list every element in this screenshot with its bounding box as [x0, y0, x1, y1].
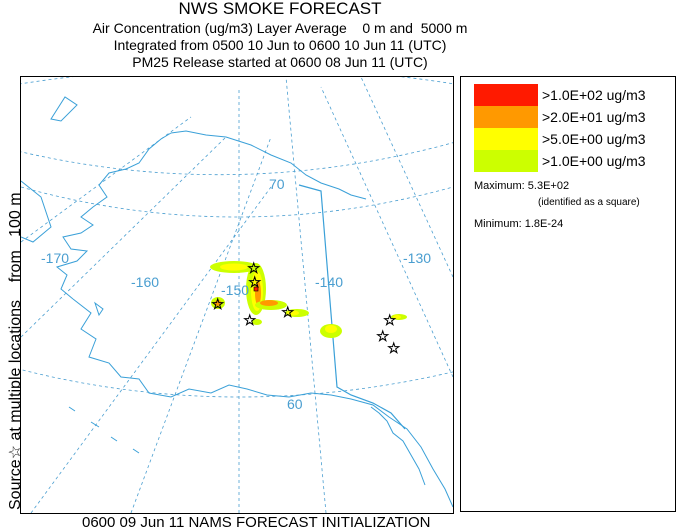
smoke-plumes [210, 261, 407, 338]
source-star: ☆ [281, 303, 294, 321]
initialization-footer: 0600 09 Jun 11 NAMS FORECAST INITIALIZAT… [82, 514, 431, 531]
panhandle-islands [370, 406, 426, 486]
source-star: ☆ [383, 311, 396, 329]
source-star: ☆ [387, 339, 400, 357]
lon-label-130: -130 [403, 250, 431, 266]
concentration-subtitle: Air Concentration (ug/m3) Layer Average … [92, 20, 468, 36]
lat-70-line [21, 142, 453, 176]
legend-label: >1.0E+02 ug/m3 [542, 87, 646, 103]
release-start: PM25 Release started at 0600 08 Jun 11 (… [132, 54, 428, 70]
alaska-canada-border [298, 184, 406, 430]
map-canvas: ☆ ☆ ☆ ☆ ☆ ☆ ☆ ☆ -170 -160 -150 -140 -130… [21, 77, 453, 513]
forecast-title: NWS SMOKE FORECAST [178, 0, 382, 18]
plume-east-core [325, 325, 337, 333]
source-markers: ☆ ☆ ☆ ☆ ☆ ☆ ☆ ☆ [211, 259, 401, 358]
plume-north-core [220, 263, 248, 271]
meridian-160 [130, 136, 272, 513]
st-lawrence-island [94, 301, 104, 317]
legend-swatch [474, 128, 538, 150]
legend-minimum: Minimum: 1.8E-24 [474, 218, 564, 230]
legend-maximum: Maximum: 5.3E+02 [474, 180, 570, 192]
lat-label-60: 60 [287, 396, 303, 412]
legend-swatch [474, 150, 538, 172]
source-star: ☆ [376, 327, 389, 345]
source-star: ☆ [211, 295, 224, 313]
lon-label-140: -140 [315, 274, 343, 290]
legend-item: >2.0E+01 ug/m3 [474, 106, 674, 128]
legend-label: >1.0E+00 ug/m3 [542, 153, 646, 169]
source-star: ☆ [243, 311, 256, 329]
chukotka-coast [21, 180, 52, 243]
plume-south [252, 319, 262, 325]
source-star: ☆ [248, 273, 261, 291]
legend-label: >2.0E+01 ug/m3 [542, 109, 646, 125]
lat-67-line [21, 186, 453, 218]
meridian-145 [285, 77, 327, 513]
lat-60-line [21, 369, 453, 398]
integration-period: Integrated from 0500 10 Jun to 0600 10 J… [113, 37, 447, 53]
plume-west-core [214, 300, 222, 306]
concentration-legend: >1.0E+02 ug/m3 >2.0E+01 ug/m3 >5.0E+00 u… [460, 76, 676, 512]
lon-label-160: -160 [131, 274, 159, 290]
legend-swatch [474, 106, 538, 128]
legend-max-note: (identified as a square) [538, 197, 640, 208]
meridian-165 [30, 186, 272, 513]
legend-item: >1.0E+02 ug/m3 [474, 84, 674, 106]
legend-item: >1.0E+00 ug/m3 [474, 150, 674, 172]
lat-75-line [21, 77, 453, 85]
aleutian-islands [68, 406, 140, 454]
legend-swatch [474, 84, 538, 106]
lon-label-150: -150 [221, 282, 249, 298]
meridian-135 [360, 77, 453, 278]
plume-southeast-core [260, 300, 278, 306]
meridian-140 [320, 86, 453, 378]
source-star: ☆ [247, 259, 260, 277]
plume-mid-core [287, 310, 299, 316]
wrangel-island [50, 96, 78, 122]
legend-item: >5.0E+00 ug/m3 [474, 128, 674, 150]
plume-far-east-core [393, 315, 401, 319]
max-square-marker [253, 286, 259, 292]
coastlines [21, 96, 453, 508]
lon-label-170: -170 [41, 250, 69, 266]
smoke-map: ☆ ☆ ☆ ☆ ☆ ☆ ☆ ☆ -170 -160 -150 -140 -130… [20, 76, 454, 514]
lat-label-70: 70 [269, 176, 285, 192]
legend-label: >5.0E+00 ug/m3 [542, 131, 646, 147]
